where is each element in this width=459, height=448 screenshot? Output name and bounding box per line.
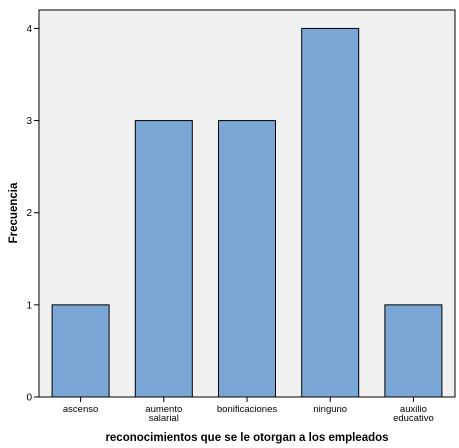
- x-tick-label: ninguno: [313, 404, 347, 415]
- x-tick-label: ascenso: [63, 404, 98, 415]
- x-tick-label: aumento salarial: [145, 404, 182, 424]
- y-axis: 0 1 2 3 4: [26, 24, 39, 404]
- bar: [134, 120, 193, 398]
- x-axis-title: reconocimientos que se le otorgan a los …: [105, 432, 388, 444]
- bars: [51, 27, 443, 398]
- y-tick-label: 0: [26, 393, 32, 404]
- x-tick-label: bonificaciones: [217, 404, 277, 415]
- bar: [51, 304, 110, 398]
- bar: [301, 27, 360, 398]
- y-axis-title: Frecuencia: [8, 182, 20, 243]
- bar: [218, 120, 276, 398]
- y-tick-label: 1: [26, 300, 32, 311]
- y-tick-label: 3: [26, 116, 32, 127]
- bar: [384, 304, 443, 398]
- x-tick-label: auxilio educativo: [393, 404, 434, 424]
- x-axis: ascenso aumento salarial bonificaciones ning…: [63, 397, 434, 424]
- y-tick-label: 4: [26, 24, 32, 35]
- y-tick-label: 2: [26, 208, 32, 219]
